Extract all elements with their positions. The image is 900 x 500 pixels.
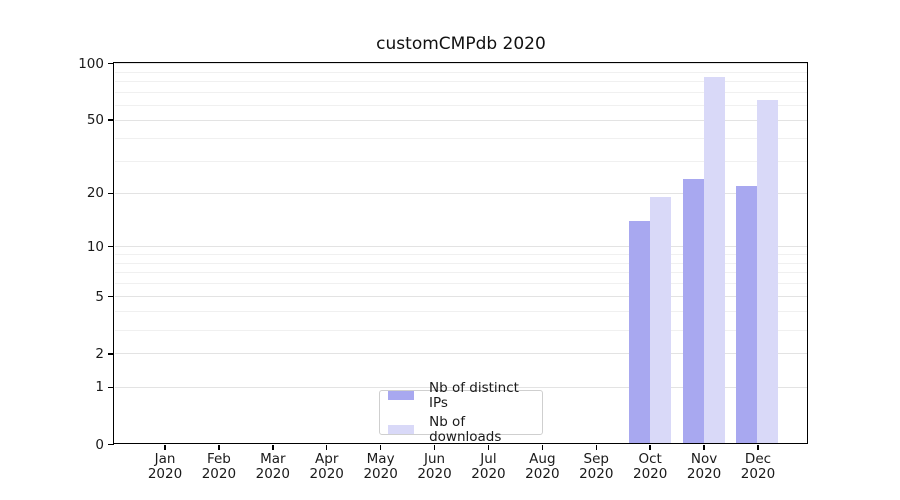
legend-swatch-distinct-ips (388, 391, 414, 400)
bar-downloads-nov (703, 76, 725, 444)
y-axis-tick (107, 386, 114, 388)
bar-downloads-dec (757, 100, 779, 444)
x-axis-tick-label: Jul 2020 (471, 451, 506, 482)
x-axis-tick-label: Sep 2020 (579, 451, 614, 482)
y-gridline (114, 262, 807, 264)
legend-swatch-downloads (388, 425, 415, 434)
y-axis-tick-label: 1 (95, 379, 104, 396)
x-axis-tick-label: Dec 2020 (740, 451, 776, 482)
bar-distinct-ips-nov (682, 178, 704, 444)
x-axis-tick (757, 444, 759, 450)
x-axis-tick (164, 444, 166, 450)
y-gridline (114, 71, 807, 73)
y-axis-tick (107, 245, 114, 248)
y-gridline (114, 353, 807, 355)
y-gridline (114, 192, 807, 194)
y-gridline (114, 104, 807, 106)
x-axis-tick (326, 444, 328, 450)
legend-label-downloads: Nb of downloads (429, 413, 502, 445)
y-gridline (114, 119, 807, 121)
chart-title: customCMPdb 2020 (376, 34, 546, 54)
y-axis-tick (107, 443, 114, 446)
y-axis-tick-label: 20 (86, 185, 104, 202)
x-axis-tick-label: Apr 2020 (309, 451, 344, 482)
x-axis-tick (541, 444, 544, 450)
x-axis-tick (595, 444, 597, 450)
legend: Nb of distinct IPs Nb of downloads (379, 380, 543, 444)
y-axis-tick (107, 192, 114, 194)
x-axis-tick (649, 444, 651, 450)
y-axis-tick-label: 0 (95, 436, 104, 453)
x-axis-tick-label: Jan 2020 (147, 451, 183, 482)
x-axis-tick (433, 444, 436, 450)
legend-item-distinct-ips: Nb of distinct IPs (388, 379, 534, 411)
bar-distinct-ips-oct (628, 221, 650, 444)
y-gridline (114, 160, 807, 162)
bar-downloads-oct (649, 197, 671, 444)
y-gridline (114, 386, 807, 388)
y-axis-tick (107, 62, 114, 65)
legend-label-distinct-ips: Nb of distinct IPs (428, 379, 519, 411)
bar-distinct-ips-dec (736, 185, 758, 444)
y-gridline (114, 311, 807, 313)
y-gridline (114, 92, 807, 94)
x-axis-tick (218, 444, 220, 450)
y-axis-tick (107, 353, 114, 355)
y-gridline (114, 137, 807, 139)
y-axis-tick (107, 119, 114, 121)
y-axis-tick-label: 50 (86, 112, 104, 129)
y-axis-tick-label: 100 (78, 55, 104, 72)
x-axis-tick-label: Jun 2020 (417, 451, 452, 482)
x-axis-tick-label: Nov 2020 (686, 451, 722, 482)
y-axis-tick-label: 2 (95, 345, 104, 362)
y-axis-tick-label: 5 (95, 288, 104, 305)
x-axis-tick (487, 444, 490, 450)
y-gridline (114, 81, 807, 83)
x-axis-tick-label: Mar 2020 (255, 451, 290, 482)
y-gridline (114, 272, 807, 274)
legend-item-downloads: Nb of downloads (388, 413, 534, 445)
y-gridline (114, 296, 807, 298)
x-axis-tick-label: Oct 2020 (632, 451, 668, 482)
x-axis-tick (703, 444, 705, 450)
y-axis-tick (107, 295, 114, 298)
x-axis-tick-label: Feb 2020 (201, 451, 237, 482)
x-axis-tick-label: Aug 2020 (525, 451, 560, 482)
y-gridline (114, 63, 807, 65)
x-axis-tick (379, 444, 382, 450)
y-gridline (114, 254, 807, 255)
x-axis-tick (272, 444, 274, 450)
y-gridline (114, 329, 807, 331)
x-axis-tick-label: May 2020 (363, 451, 398, 482)
y-axis-tick-label: 10 (86, 238, 104, 255)
y-gridline (114, 246, 807, 248)
y-gridline (114, 283, 807, 285)
